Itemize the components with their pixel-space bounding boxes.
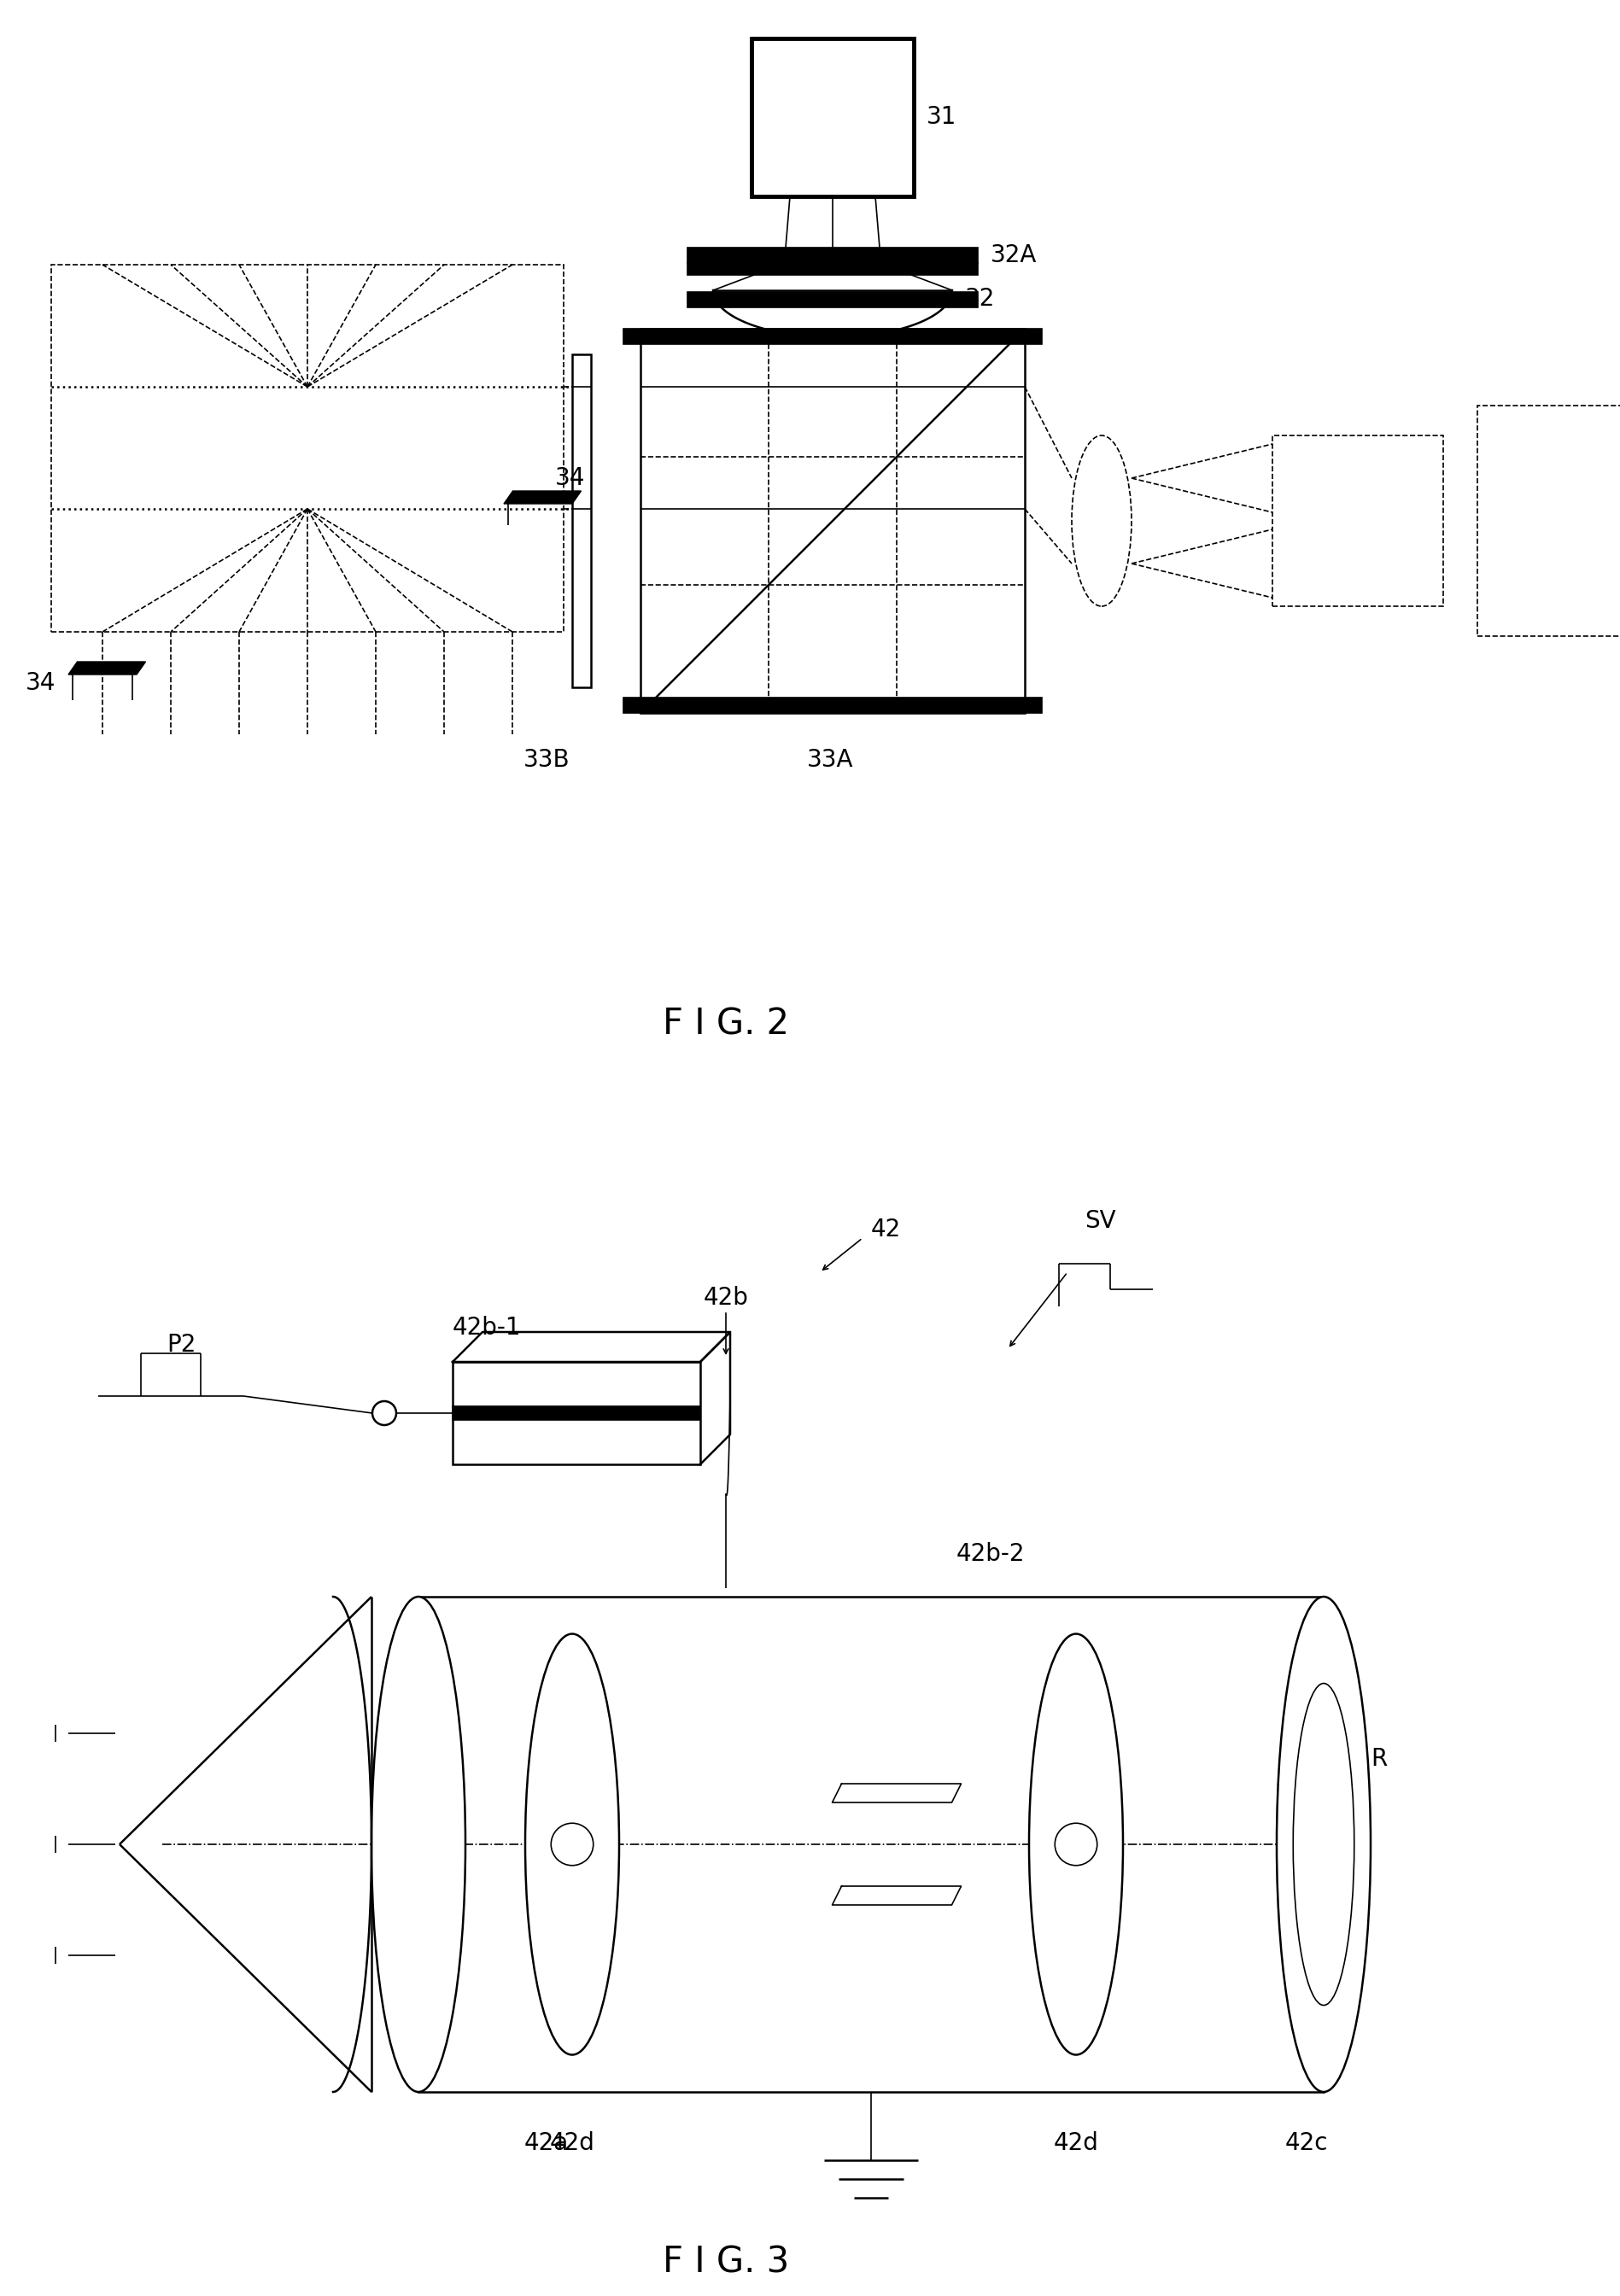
Bar (624, 698, 1042, 714)
Text: 34: 34 (26, 670, 55, 696)
Text: 33B: 33B (523, 748, 570, 771)
Bar (1477, 406, 1620, 636)
Text: R: R (1371, 1747, 1387, 1770)
Ellipse shape (525, 1635, 619, 2055)
Bar (52, 264, 564, 631)
Text: 42b-2: 42b-2 (956, 1543, 1025, 1566)
Text: 32A: 32A (990, 243, 1037, 266)
Ellipse shape (1029, 1635, 1123, 2055)
Text: 33A: 33A (807, 748, 854, 771)
Bar (687, 264, 978, 276)
Text: F I G. 3: F I G. 3 (663, 2245, 789, 2280)
Polygon shape (504, 491, 582, 503)
Bar (452, 1362, 700, 1465)
Text: 42b: 42b (703, 1286, 748, 1309)
Text: 42b-1: 42b-1 (452, 1316, 522, 1339)
Bar (624, 328, 1042, 344)
Ellipse shape (371, 1596, 465, 2092)
Bar (640, 328, 1025, 714)
Bar (572, 354, 591, 687)
Bar (452, 1405, 700, 1419)
Polygon shape (833, 1885, 961, 1906)
Bar (687, 292, 978, 308)
Polygon shape (833, 1784, 961, 1802)
Polygon shape (68, 661, 146, 675)
Ellipse shape (1277, 1596, 1371, 2092)
Text: 31: 31 (927, 106, 957, 129)
Text: 42d: 42d (549, 2131, 595, 2156)
Text: SV: SV (1084, 1210, 1116, 1233)
Text: 42d: 42d (1053, 2131, 1098, 2156)
Text: 42: 42 (872, 1217, 901, 1242)
Text: 34: 34 (556, 466, 585, 489)
Text: F I G. 2: F I G. 2 (663, 1006, 789, 1042)
Text: P2: P2 (167, 1334, 196, 1357)
Text: 42c: 42c (1285, 2131, 1328, 2156)
Bar (1272, 436, 1443, 606)
Bar (687, 248, 978, 264)
Bar (418, 1596, 1324, 2092)
Text: 42a: 42a (525, 2131, 569, 2156)
Bar (752, 39, 914, 197)
Text: 32: 32 (966, 287, 995, 310)
